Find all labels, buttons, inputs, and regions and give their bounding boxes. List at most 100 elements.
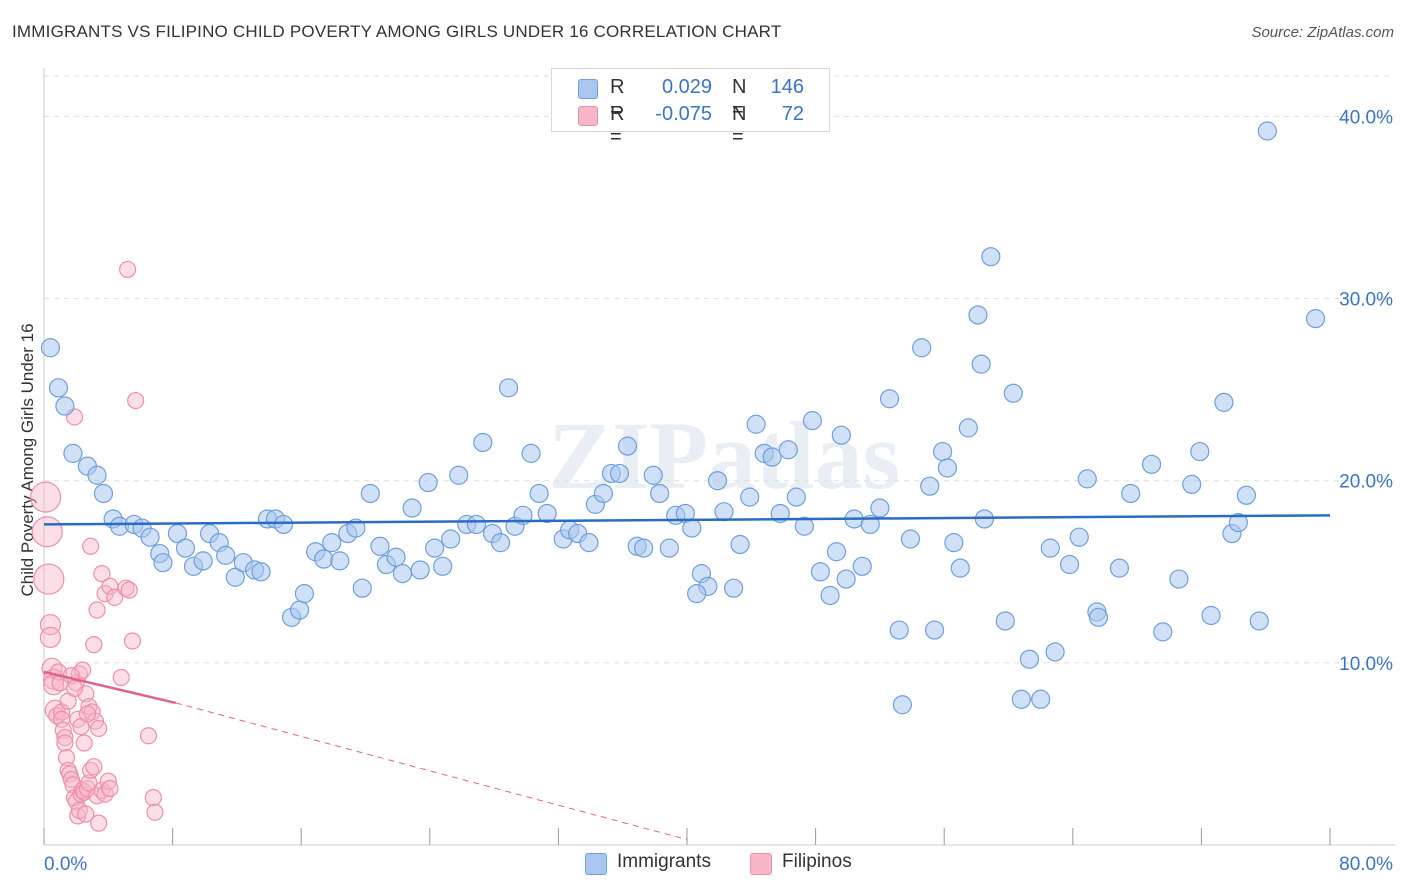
immigrants-point — [778, 440, 798, 460]
immigrants-point — [707, 471, 728, 491]
filipinos-point — [77, 805, 95, 823]
immigrants-point — [1305, 309, 1326, 329]
immigrants-point — [521, 443, 541, 463]
immigrants-point — [63, 443, 83, 463]
legend-n-value: 72 — [781, 103, 804, 125]
immigrants-point — [740, 487, 760, 507]
immigrants-point — [386, 547, 406, 567]
filipinos-point — [39, 626, 62, 648]
filipinos-point — [112, 668, 130, 687]
filipinos-point — [90, 719, 108, 738]
immigrants-point — [490, 533, 511, 553]
legend-swatch-filipinos — [578, 106, 598, 126]
immigrants-point — [920, 476, 940, 496]
immigrants-point — [730, 534, 750, 555]
immigrants-point — [892, 695, 913, 715]
immigrants-point — [1045, 642, 1065, 662]
immigrants-point — [402, 498, 422, 518]
legend-n-value: 146 — [770, 76, 804, 98]
immigrants-point — [659, 538, 679, 558]
filipinos-point — [56, 734, 74, 752]
immigrants-point — [1109, 558, 1130, 578]
immigrants-point — [932, 441, 953, 462]
immigrants-point — [1011, 689, 1031, 709]
immigrants-point — [529, 483, 549, 504]
filipinos-point — [53, 703, 71, 721]
immigrants-point — [140, 527, 160, 547]
immigrants-point — [762, 447, 782, 467]
immigrants-point — [314, 549, 334, 569]
filipinos-point — [65, 679, 84, 697]
filipinos-point — [77, 685, 95, 703]
filipinos-point — [85, 636, 103, 654]
filipinos-point — [33, 563, 65, 595]
immigrants-point — [924, 620, 945, 640]
bottom-legend-label-filipinos: Filipinos — [782, 851, 852, 872]
bottom-legend-swatch-filipinos — [750, 853, 772, 875]
chart-title: IMMIGRANTS VS FILIPINO CHILD POVERTY AMO… — [12, 22, 782, 41]
immigrants-point — [1228, 513, 1248, 533]
filipinos-point — [78, 705, 97, 723]
immigrants-point — [441, 529, 461, 549]
immigrants-point — [633, 538, 654, 558]
immigrants-point — [724, 578, 744, 598]
immigrants-point — [225, 567, 245, 587]
immigrants-point — [498, 378, 519, 398]
filipinos-point — [144, 789, 162, 807]
immigrants-point — [1249, 611, 1269, 631]
immigrants-point — [1153, 622, 1173, 642]
immigrants-point — [889, 620, 909, 640]
filipinos-point — [96, 785, 114, 803]
immigrants-point — [802, 411, 822, 431]
immigrants-point — [786, 487, 806, 507]
immigrants-point — [216, 545, 236, 565]
immigrants-point — [810, 562, 831, 582]
immigrants-point — [831, 425, 851, 445]
immigrants-point — [322, 533, 342, 553]
legend-r-value: 0.029 — [661, 76, 712, 98]
filipinos-point — [80, 774, 98, 792]
immigrants-point — [1201, 605, 1221, 626]
immigrants-point — [410, 560, 430, 580]
immigrants-point — [794, 516, 814, 536]
immigrants-point — [93, 483, 114, 504]
legend-r-label: R = — [610, 103, 625, 148]
correlation-legend: R = 0.029 N = 146 R = -0.075 N = 72 — [551, 68, 830, 148]
immigrants-point — [153, 553, 173, 573]
immigrants-point — [950, 558, 970, 578]
immigrants-point — [860, 514, 880, 535]
immigrants-point — [687, 584, 707, 604]
immigrants-point — [352, 578, 372, 598]
filipinos-point — [88, 601, 106, 619]
immigrants-point — [87, 465, 107, 485]
immigrants-point — [48, 378, 69, 398]
immigrants-point — [473, 432, 493, 453]
immigrants-point — [1031, 689, 1051, 709]
filipinos-point — [146, 803, 164, 821]
filipinos-point — [39, 614, 62, 636]
immigrants-point — [836, 569, 856, 589]
immigrants-point — [1121, 483, 1141, 504]
immigrants-point — [937, 458, 958, 478]
immigrants-point — [1141, 454, 1162, 474]
filipinos-point — [120, 581, 138, 599]
x-tick-label: 80.0% — [1339, 854, 1393, 875]
immigrants-point — [870, 498, 890, 518]
immigrants-point — [1019, 649, 1039, 669]
filipinos-point — [73, 661, 92, 679]
filipinos-point — [82, 537, 100, 555]
y-tick-label: 10.0% — [1339, 654, 1393, 675]
legend-n-label: N = — [732, 76, 747, 121]
filipinos-point — [90, 814, 108, 832]
y-tick-label: 30.0% — [1339, 290, 1393, 311]
immigrants-point — [826, 542, 847, 562]
bottom-legend-label-immigrants: Immigrants — [617, 851, 711, 872]
immigrants-trendline — [43, 514, 1331, 526]
immigrants-point — [294, 584, 315, 604]
immigrants-point — [1190, 441, 1210, 462]
filipinos-point — [93, 565, 111, 583]
immigrants-point — [1088, 607, 1109, 627]
immigrants-point — [425, 538, 445, 558]
immigrants-point — [1214, 392, 1234, 412]
